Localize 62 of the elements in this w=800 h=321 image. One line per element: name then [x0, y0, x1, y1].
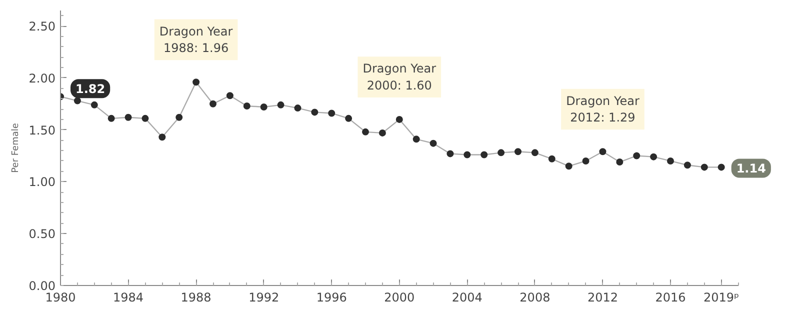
point [548, 155, 556, 162]
y-tick-label: 1.50 [28, 123, 56, 138]
point [226, 92, 234, 100]
y-tick-label: 2.00 [28, 71, 56, 86]
point [142, 114, 149, 122]
annotation: Dragon Year 2000: 1.60 [362, 62, 436, 92]
point [328, 110, 336, 117]
y-tick-label: 1.00 [28, 175, 56, 190]
y-tick-label: 2.50 [28, 20, 56, 34]
point [396, 116, 403, 123]
point [311, 108, 318, 116]
point [362, 128, 369, 136]
x-tick-label: 2016 [655, 290, 686, 304]
x-tick-label: 2012 [587, 290, 618, 304]
point [616, 158, 624, 166]
x-tick-label: 2004 [452, 290, 482, 304]
point [514, 148, 522, 156]
data-label: 1.14 [736, 162, 766, 176]
point [243, 102, 250, 110]
point [667, 157, 674, 164]
point [633, 152, 640, 160]
point [192, 78, 200, 86]
point [158, 134, 166, 141]
annotation: Dragon Year 2012: 1.29 [566, 94, 640, 125]
x-tick-label: 1980 [45, 290, 76, 304]
point [565, 162, 572, 170]
point [650, 153, 658, 160]
y-axis-title: Per Female [10, 122, 21, 173]
point [294, 104, 302, 112]
point [378, 129, 386, 136]
point [124, 114, 132, 121]
annotation: Dragon Year 1988: 1.96 [159, 24, 233, 56]
x-tick-label: 2000 [384, 290, 415, 304]
x-tick-label: 2008 [520, 290, 550, 304]
point [582, 157, 590, 164]
point [700, 164, 708, 171]
x-tick-label: 1996 [316, 290, 347, 304]
x-tick-label: 1992 [248, 290, 280, 304]
point [684, 162, 691, 169]
point [718, 164, 725, 171]
point [90, 101, 98, 108]
x-tick-label: 2019ᵖ [703, 290, 740, 304]
point [498, 149, 505, 156]
x-tick-label: 1988 [180, 290, 212, 304]
point [210, 100, 216, 108]
point [446, 150, 454, 158]
point [345, 114, 352, 122]
point [430, 140, 437, 147]
point [480, 151, 488, 158]
x-tick-label: 1984 [113, 290, 144, 304]
point [277, 101, 284, 108]
point [531, 149, 538, 156]
point [260, 104, 268, 111]
point [599, 148, 606, 156]
point [74, 97, 81, 104]
point [464, 151, 471, 158]
y-tick-label: 0.00 [28, 279, 56, 293]
data-label: 1.82 [76, 82, 106, 96]
point [176, 114, 183, 121]
point [108, 114, 115, 122]
y-tick-label: 0.50 [28, 227, 56, 242]
point [412, 136, 420, 143]
